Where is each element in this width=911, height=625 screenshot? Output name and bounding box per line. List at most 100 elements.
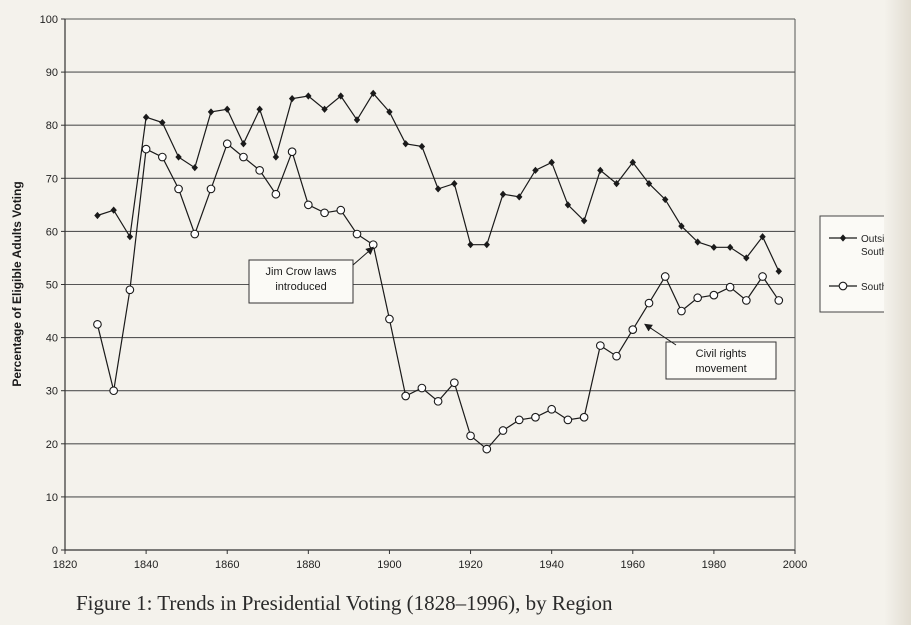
point-outside-south-1956 (613, 180, 620, 188)
point-outside-south-1928 (499, 190, 507, 198)
point-south-1980 (709, 290, 719, 300)
point-outside-south-1964 (645, 180, 653, 188)
point-south-1920 (466, 431, 475, 441)
point-south-1908 (417, 383, 427, 393)
point-south-1832 (109, 386, 119, 396)
legend-marker-1 (839, 234, 847, 242)
tick-labels: 0 10 20 30 40 50 60 70 80 90 100 1820 1840 1860 1880 19… (40, 14, 808, 571)
x-tick-label-1820: 1820 (53, 559, 77, 571)
annotation-2: Civil rights movement (644, 323, 777, 380)
point-south-1892 (352, 229, 362, 239)
point-south-1900 (385, 314, 394, 324)
point-south-1940 (547, 404, 557, 414)
series-south (93, 139, 784, 454)
point-outside-south-1848 (175, 153, 182, 161)
point-south-1844 (157, 152, 167, 162)
point-south-1952 (595, 341, 605, 350)
y-tick-label-30: 30 (46, 386, 58, 398)
point-outside-south-1900 (386, 108, 393, 116)
annotation-text-1-2: introduced (275, 281, 326, 293)
x-tick-label-1960: 1960 (621, 559, 645, 571)
x-tick-label-1880: 1880 (296, 559, 320, 571)
y-tick-label-100: 100 (40, 14, 58, 26)
point-outside-south-1896 (370, 89, 377, 97)
point-south-1884 (320, 208, 329, 218)
point-south-1964 (644, 298, 654, 308)
point-outside-south-1868 (256, 105, 263, 113)
point-south-1936 (531, 412, 540, 422)
point-outside-south-1904 (402, 140, 409, 148)
point-south-1968 (660, 272, 670, 281)
point-south-1860 (222, 139, 232, 149)
point-outside-south-1860 (224, 105, 231, 113)
point-outside-south-1932 (516, 193, 523, 201)
point-outside-south-1996 (775, 267, 782, 275)
point-south-1868 (255, 165, 265, 175)
point-outside-south-1924 (483, 241, 490, 249)
annotations: Jim Crow laws introduced Civil rights movem… (248, 246, 777, 380)
page-edge-shadow (884, 0, 911, 625)
point-south-1996 (774, 296, 784, 305)
figure-caption: Figure 1: Trends in Presidential Voting … (76, 591, 613, 615)
point-south-1916 (449, 378, 459, 388)
series-outside-south (94, 89, 782, 275)
point-south-1904 (401, 391, 411, 401)
x-tick-label-1860: 1860 (215, 559, 239, 571)
point-south-1880 (303, 200, 313, 210)
series-layer (93, 89, 784, 454)
annotation-box-1 (248, 259, 354, 304)
point-outside-south-1920 (467, 241, 474, 249)
y-tick-label-10: 10 (46, 492, 58, 504)
y-tick-label-90: 90 (46, 67, 58, 79)
legend-label-1-2: South (861, 247, 887, 258)
point-outside-south-1972 (678, 222, 685, 230)
point-south-1828 (93, 319, 102, 329)
legend-box (819, 215, 885, 313)
legend-entry-2: South (829, 281, 885, 293)
point-south-1924 (482, 444, 492, 454)
point-south-1960 (628, 325, 638, 334)
point-outside-south-1836 (126, 233, 134, 241)
point-outside-south-1936 (532, 166, 539, 174)
point-outside-south-1908 (418, 142, 426, 151)
x-tick-label-2000: 2000 (783, 559, 807, 571)
point-south-1992 (758, 272, 767, 281)
point-outside-south-1828 (94, 211, 101, 220)
point-outside-south-1960 (629, 158, 636, 166)
point-outside-south-1844 (159, 118, 166, 127)
point-south-1852 (190, 229, 200, 239)
point-south-1836 (125, 285, 135, 295)
y-tick-label-0: 0 (52, 545, 58, 557)
series-line-outside-south (97, 92, 780, 272)
legend-entry-1: Outside South (829, 234, 896, 258)
point-south-1948 (579, 412, 589, 422)
point-south-1888 (336, 205, 346, 215)
point-outside-south-1884 (321, 105, 328, 113)
legend-label-1-1: Outside (861, 234, 896, 245)
y-tick-label-20: 20 (46, 439, 58, 451)
annotation-text-2-1: Civil rights (696, 348, 747, 360)
point-outside-south-1856 (207, 108, 215, 116)
y-tick-label-50: 50 (46, 280, 58, 292)
x-tick-label-1940: 1940 (539, 559, 563, 571)
point-outside-south-1980 (710, 243, 718, 251)
point-south-1984 (725, 282, 735, 292)
point-outside-south-1948 (580, 217, 588, 225)
point-south-1864 (239, 152, 248, 162)
legend[interactable]: Outside South South (819, 215, 911, 313)
x-tick-label-1900: 1900 (377, 559, 401, 571)
point-south-1872 (271, 189, 281, 199)
legend-marker-2 (838, 281, 848, 291)
point-outside-south-1912 (434, 185, 442, 193)
point-outside-south-1916 (451, 180, 458, 188)
point-south-1856 (206, 184, 216, 194)
point-south-1912 (433, 396, 443, 406)
point-outside-south-1984 (726, 243, 734, 251)
point-outside-south-1852 (191, 164, 198, 172)
grid-lines (65, 18, 795, 498)
point-south-1840 (141, 144, 151, 154)
point-outside-south-1888 (337, 92, 344, 100)
point-south-1944 (563, 415, 573, 425)
annotation-arrow-2 (644, 323, 677, 346)
